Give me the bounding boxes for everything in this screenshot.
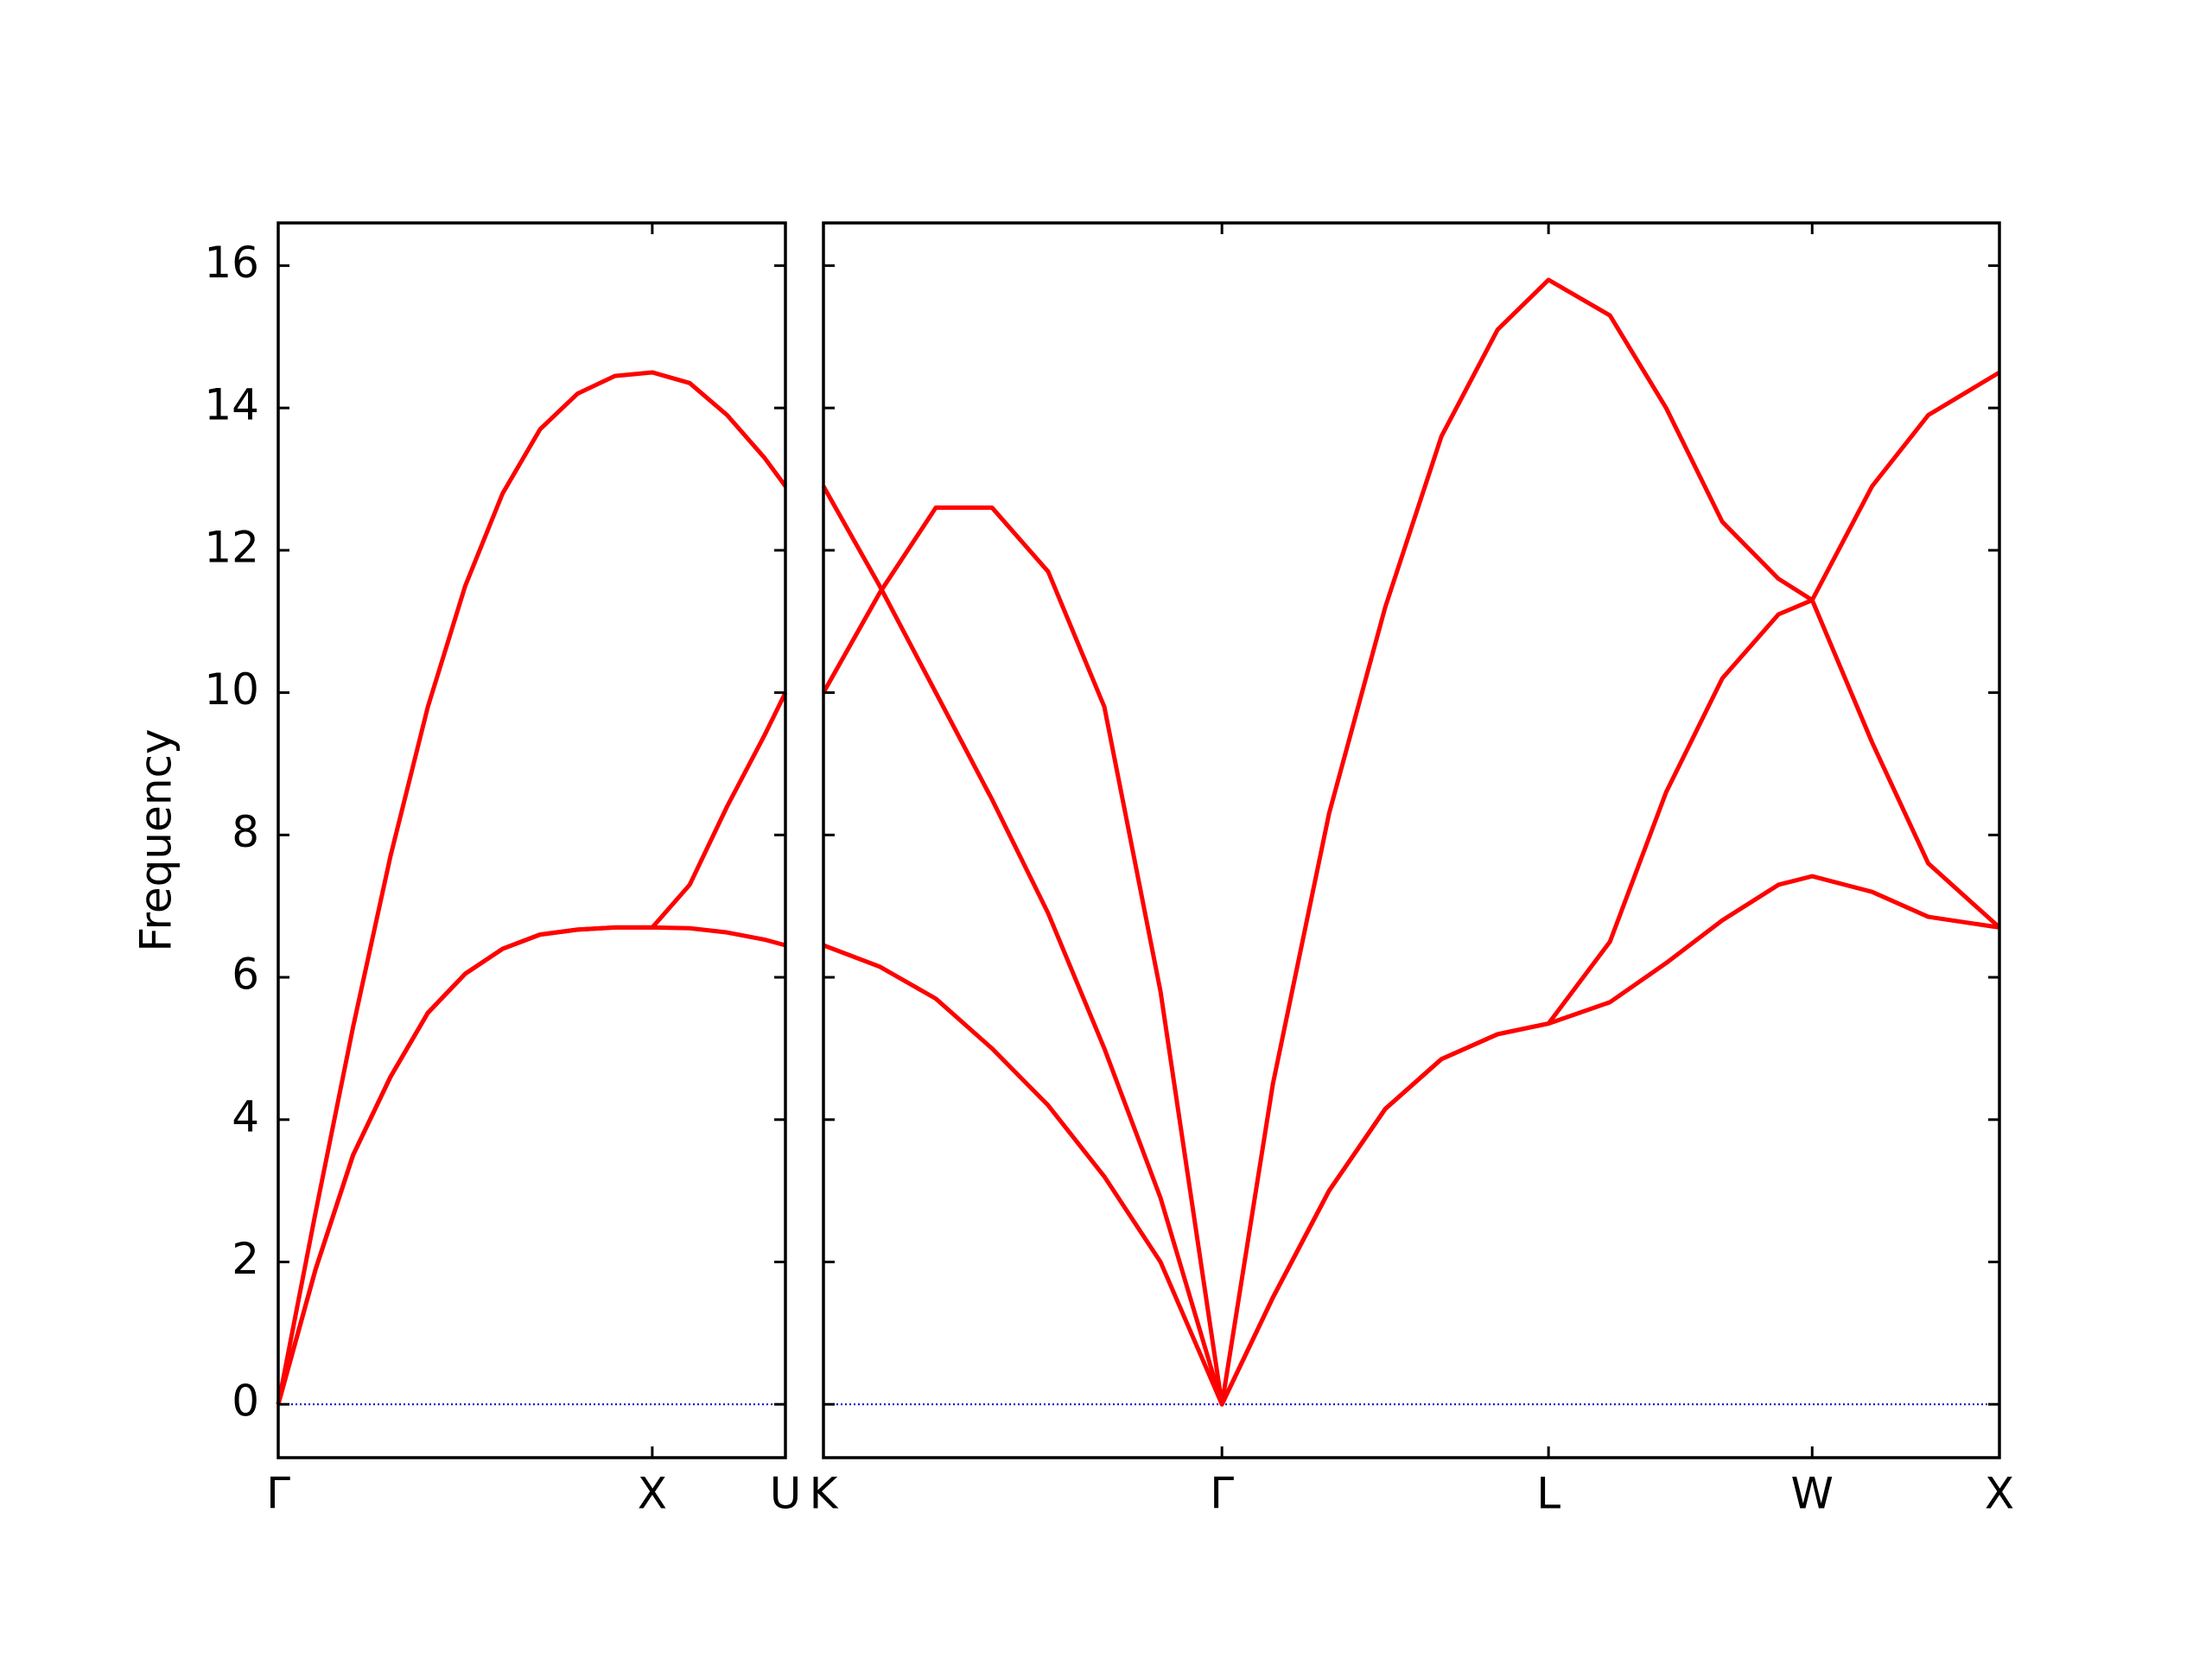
band-line: [821, 370, 2001, 1407]
band-line: [821, 277, 2001, 1407]
y-tick-label: 6: [232, 950, 259, 1000]
y-tick-label: 0: [232, 1376, 259, 1427]
band-line: [276, 925, 786, 1405]
x-tick-label: W: [1791, 1469, 1834, 1519]
y-tick-label: 10: [204, 664, 259, 715]
x-tick-label: X: [1985, 1469, 2014, 1519]
x-tick-label: X: [638, 1469, 667, 1519]
x-tick-label: L: [1536, 1469, 1560, 1519]
plot-frame: [822, 221, 2001, 1459]
band-line: [823, 874, 2000, 1407]
plot-frame: [276, 221, 787, 1459]
y-tick-label: 12: [204, 522, 259, 572]
y-axis-label: Frequency: [131, 728, 181, 951]
x-tick-label: Γ: [266, 1469, 290, 1519]
band-line: [276, 370, 788, 1405]
y-tick-label: 14: [204, 380, 259, 430]
y-tick-label: 2: [232, 1234, 259, 1284]
x-tick-label: K: [810, 1469, 839, 1519]
x-tick-label: Γ: [1210, 1469, 1234, 1519]
band-line: [276, 691, 788, 1405]
x-tick-label: U: [770, 1469, 802, 1519]
y-tick-label: 16: [204, 238, 259, 288]
y-tick-label: 4: [232, 1091, 259, 1141]
y-tick-label: 8: [232, 807, 259, 857]
